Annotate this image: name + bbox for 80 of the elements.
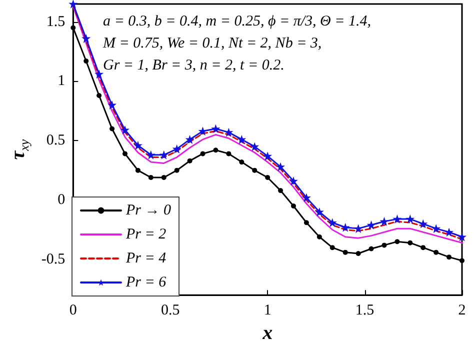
point <box>96 92 102 98</box>
point <box>174 168 180 173</box>
point <box>252 168 258 173</box>
annotation: M = 0.75, We = 0.1, Nt = 2, Nb = 3, <box>102 36 322 52</box>
point <box>290 203 296 208</box>
x-tick-label: 2 <box>458 302 466 319</box>
point <box>276 162 286 172</box>
point <box>446 254 452 260</box>
x-tick-label: 1.5 <box>355 302 374 319</box>
point <box>406 214 415 224</box>
point <box>200 151 206 156</box>
point <box>302 193 311 202</box>
point <box>70 25 76 30</box>
point <box>330 245 335 250</box>
y-tick-label: 1 <box>58 73 66 90</box>
point <box>265 174 270 180</box>
legend-label: Pr = 6 <box>125 274 167 290</box>
point <box>148 174 154 180</box>
annotation: a = 0.3, b = 0.4, m = 0.25, ϕ = π/3, Θ = 1.4, <box>103 14 371 30</box>
point <box>110 126 115 132</box>
point <box>224 128 234 137</box>
y-tick-label: 0 <box>58 192 66 208</box>
point <box>316 234 322 240</box>
annotation: Gr = 1, Br = 3, n = 2, t = 0.2. <box>103 58 284 74</box>
y-tick-label: 0.5 <box>46 132 66 149</box>
point <box>263 152 272 161</box>
point <box>122 151 128 156</box>
point <box>68 0 78 8</box>
x-axis-title: x <box>262 322 273 344</box>
point <box>418 219 428 228</box>
point <box>354 224 363 234</box>
legend-label: Pr = 2 <box>125 226 167 242</box>
point <box>146 150 156 160</box>
y-axis-title: τxy <box>7 139 32 160</box>
point <box>133 140 142 150</box>
point <box>159 150 168 160</box>
point <box>368 246 374 252</box>
point <box>314 207 324 216</box>
point <box>382 242 387 248</box>
point <box>239 160 244 165</box>
x-tick-label: 0.5 <box>160 302 180 319</box>
point <box>278 188 284 194</box>
point <box>460 258 464 264</box>
point <box>82 34 91 43</box>
point <box>172 144 182 154</box>
point <box>342 250 348 255</box>
point <box>211 124 220 134</box>
point <box>84 58 89 64</box>
point <box>408 240 413 246</box>
point <box>94 70 104 79</box>
y-tick-label: -0.5 <box>41 251 66 268</box>
x-tick-label: 0 <box>69 302 77 319</box>
point <box>288 176 298 186</box>
point <box>328 218 337 228</box>
legend-label: Pr = 4 <box>125 250 167 266</box>
point <box>108 100 117 110</box>
point <box>340 222 350 232</box>
point <box>444 228 454 237</box>
point <box>213 148 218 153</box>
legend-label: Pr → 0 <box>125 202 172 218</box>
point <box>237 134 246 144</box>
point <box>432 224 441 234</box>
point <box>394 239 400 244</box>
point <box>185 134 194 144</box>
y-tick-label: 1.5 <box>46 14 66 30</box>
point <box>458 232 466 242</box>
point <box>366 220 376 230</box>
point <box>304 220 309 226</box>
point <box>120 125 130 134</box>
point <box>135 168 140 173</box>
point <box>392 214 402 224</box>
point <box>356 251 361 256</box>
x-tick-label: 1 <box>264 302 272 319</box>
point <box>250 142 260 152</box>
point <box>420 245 426 250</box>
point <box>226 151 232 156</box>
point <box>187 158 192 164</box>
point <box>434 250 439 255</box>
point <box>380 216 389 226</box>
point <box>161 174 166 180</box>
